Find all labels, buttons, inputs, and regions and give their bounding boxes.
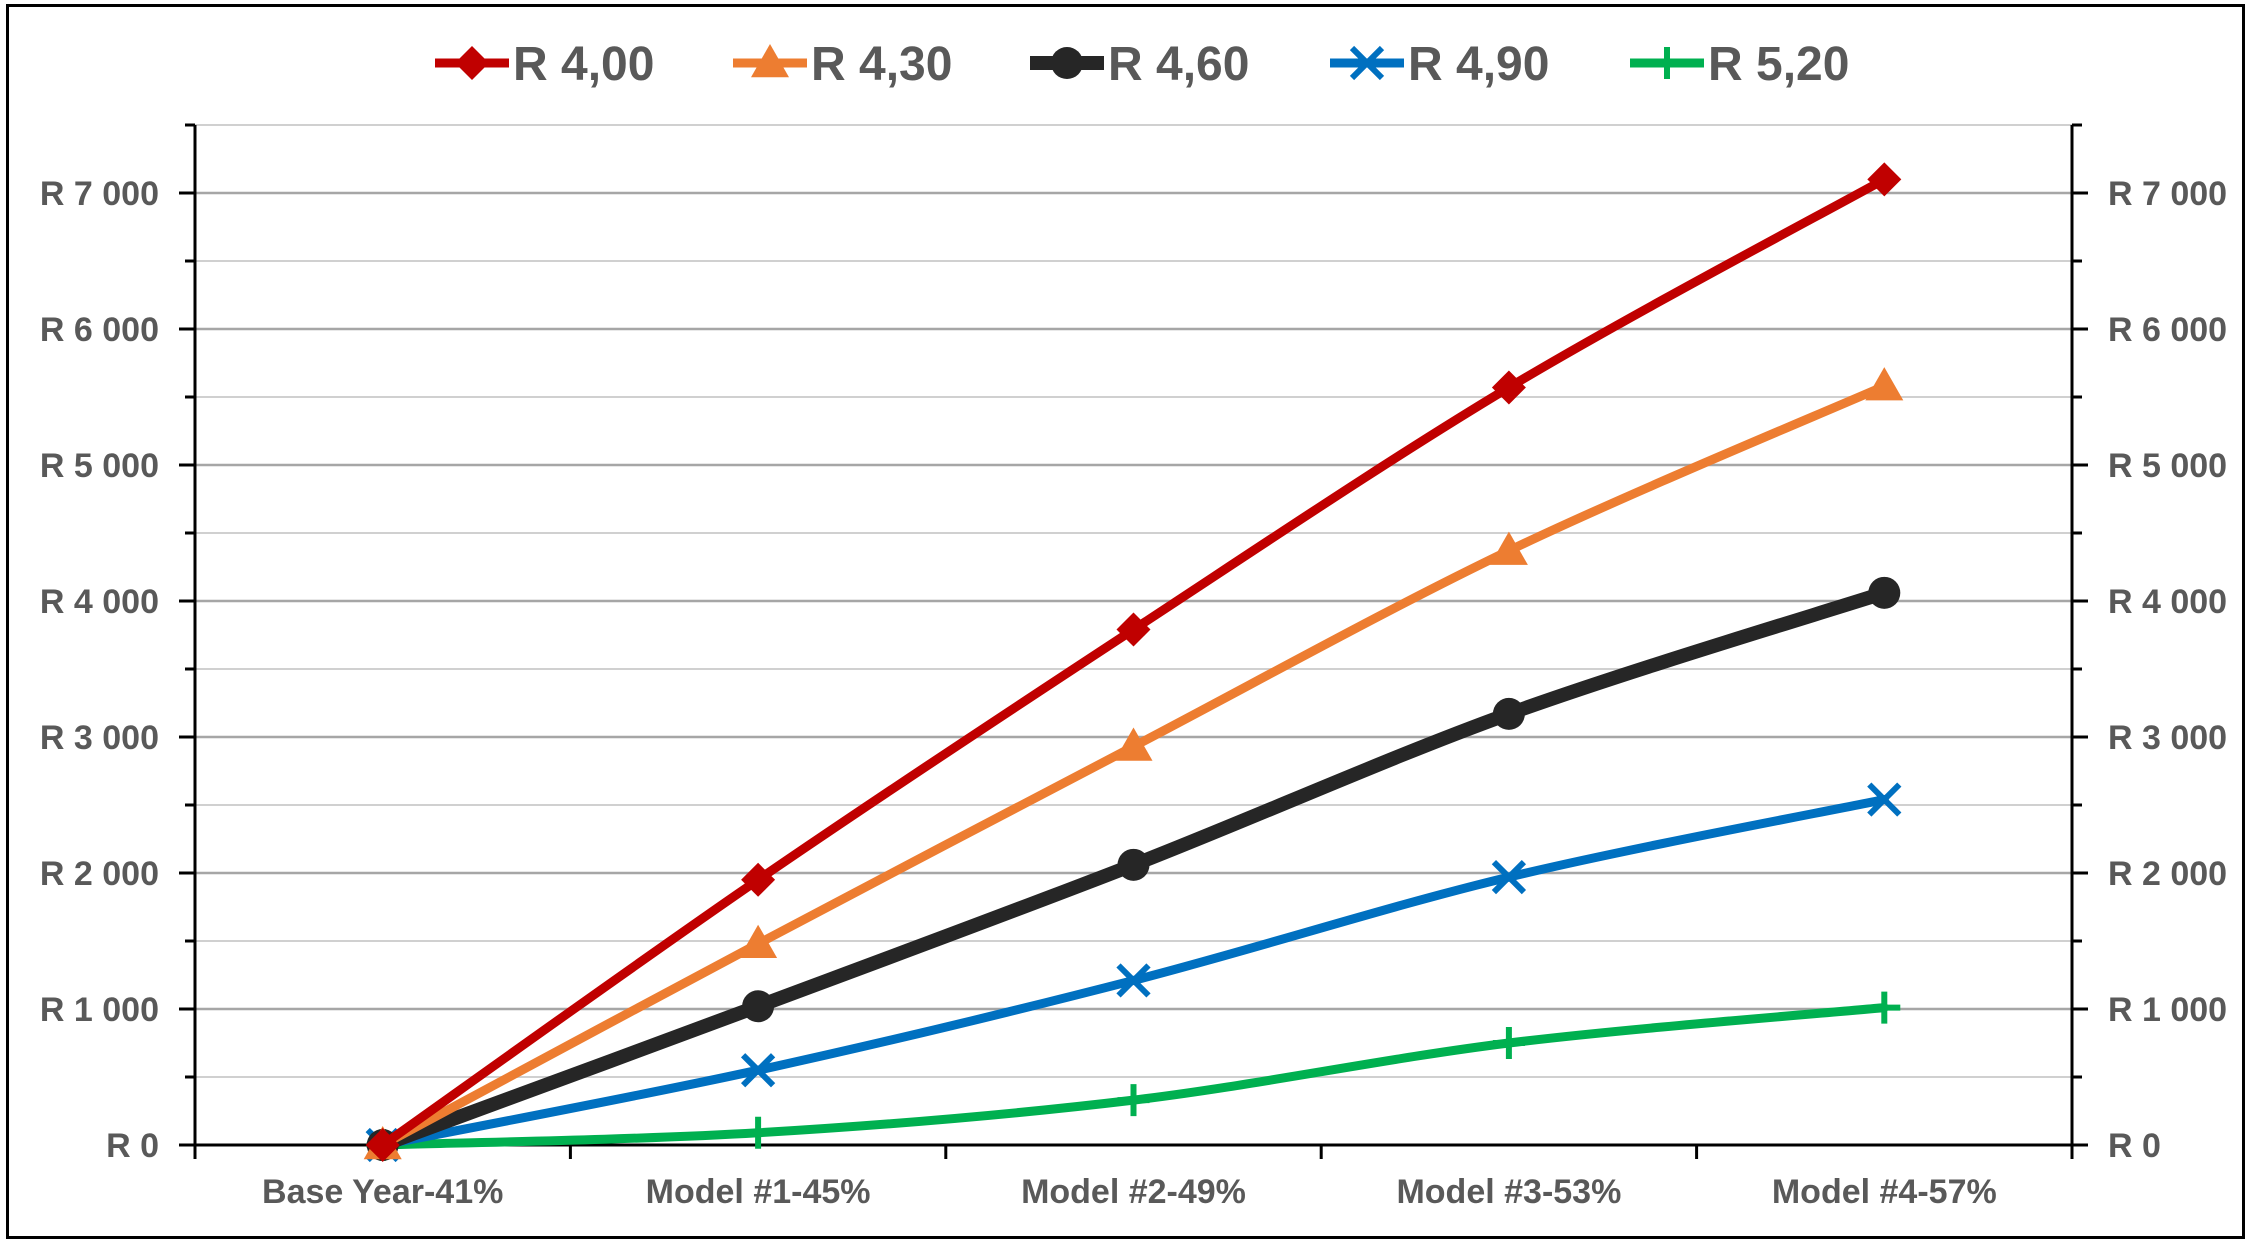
data-point — [1116, 612, 1151, 647]
data-point — [740, 1053, 776, 1088]
y-tick-label: R 6 000 — [40, 311, 159, 349]
series-1 — [363, 367, 1904, 1160]
legend-label: R 4,90 — [1408, 38, 1549, 91]
data-point — [739, 924, 778, 958]
secondary-y-tick-label: R 3 000 — [2108, 719, 2227, 757]
x-tick-label: Model #4-57% — [1772, 1173, 1997, 1211]
y-tick-label: R 7 000 — [40, 175, 159, 213]
legend-item: R 4,90 — [1330, 38, 1549, 91]
legend-marker — [455, 46, 489, 80]
legend-label: R 4,00 — [513, 38, 654, 91]
secondary-y-tick-label: R 0 — [2108, 1127, 2161, 1165]
y-tick-label: R 1 000 — [40, 991, 159, 1029]
legend-item: R 4,30 — [733, 38, 952, 91]
legend-item: R 4,60 — [1030, 38, 1249, 91]
data-point — [1489, 531, 1528, 565]
secondary-y-tick-label: R 2 000 — [2108, 855, 2227, 893]
legend-marker — [751, 44, 789, 78]
legend-marker — [1349, 45, 1385, 81]
y-tick-label: R 4 000 — [40, 583, 159, 621]
data-point — [1867, 782, 1902, 817]
x-tick-label: Model #1-45% — [646, 1173, 871, 1211]
legend: R 4,00 R 4,30 R 4,60 R 4,90 R 5,20 — [435, 38, 1849, 91]
legend-label: R 4,60 — [1108, 38, 1249, 91]
data-point — [742, 1116, 775, 1149]
legend-marker — [1051, 47, 1083, 79]
data-point — [1117, 848, 1150, 881]
series-0 — [365, 162, 1902, 1162]
legend-item: R 5,20 — [1630, 38, 1849, 91]
data-point — [1491, 859, 1527, 895]
y-tick-label: R 2 000 — [40, 855, 159, 893]
data-point — [1492, 1027, 1525, 1059]
data-point — [1868, 991, 1901, 1024]
x-tick-label: Model #2-49% — [1021, 1173, 1246, 1211]
x-tick-label: Model #3-53% — [1396, 1173, 1621, 1211]
data-point — [741, 862, 776, 897]
data-point — [365, 1128, 400, 1162]
y-tick-label: R 5 000 — [40, 447, 159, 485]
secondary-y-tick-label: R 7 000 — [2108, 175, 2227, 213]
y-tick-label: R 3 000 — [40, 719, 159, 757]
secondary-y-tick-label: R 1 000 — [2108, 991, 2227, 1029]
x-tick-label: Base Year-41% — [262, 1173, 503, 1211]
data-point — [1116, 963, 1151, 998]
data-point — [1868, 576, 1901, 609]
data-point — [1114, 727, 1153, 761]
legend-label: R 4,30 — [811, 38, 952, 91]
data-point — [1865, 367, 1904, 401]
gridlines — [195, 124, 2072, 1078]
secondary-y-tick-label: R 6 000 — [2108, 311, 2227, 349]
legend-marker — [1651, 47, 1683, 79]
data-point — [1867, 162, 1902, 197]
data-point — [1492, 697, 1525, 730]
y-tick-label: R 0 — [106, 1127, 159, 1165]
secondary-y-tick-label: R 5 000 — [2108, 447, 2227, 485]
data-point — [742, 990, 775, 1023]
series-2 — [366, 576, 1901, 1161]
data-point — [1117, 1084, 1150, 1117]
data-point — [1491, 370, 1526, 405]
secondary-y-tick-label: R 4 000 — [2108, 583, 2227, 621]
legend-label: R 5,20 — [1708, 38, 1849, 91]
legend-item: R 4,00 — [435, 38, 654, 91]
